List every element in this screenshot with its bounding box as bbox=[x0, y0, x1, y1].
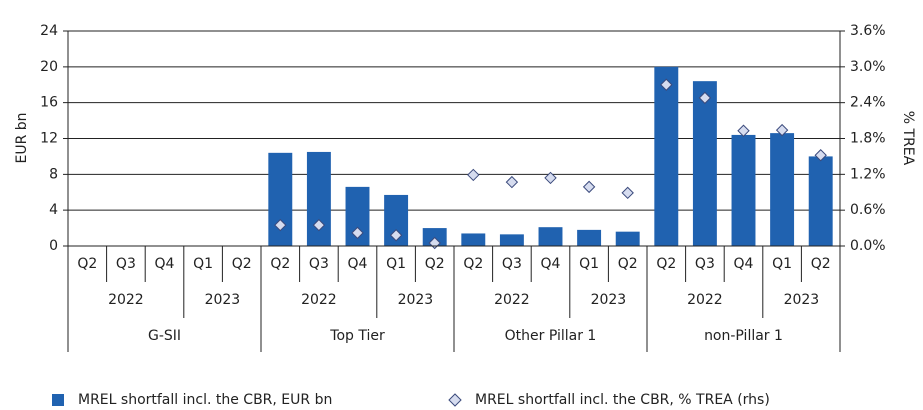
y-tick-label: 20 bbox=[40, 59, 58, 75]
diamond-marker bbox=[814, 149, 827, 162]
year-label: 2022 bbox=[494, 292, 530, 308]
y-tick-label: 0 bbox=[49, 238, 58, 254]
x-tick-label: Q2 bbox=[270, 256, 290, 272]
x-tick-label: Q2 bbox=[811, 256, 831, 272]
bar bbox=[306, 151, 331, 246]
y-tick-label: 4 bbox=[49, 202, 58, 218]
diamond-marker bbox=[544, 171, 557, 185]
diamond-marker bbox=[428, 236, 441, 250]
year-label: 2022 bbox=[108, 292, 144, 308]
bar bbox=[654, 66, 679, 246]
x-tick-label: Q1 bbox=[386, 256, 406, 272]
group-label: G-SII bbox=[148, 328, 181, 344]
y2-tick-label: 3.6% bbox=[850, 23, 886, 39]
y2-axis-label: % TREA bbox=[900, 111, 916, 166]
y2-tick-label: 0.0% bbox=[850, 238, 886, 254]
diamond-marker bbox=[351, 226, 364, 240]
x-tick-label: Q3 bbox=[695, 256, 715, 272]
x-tick-label: Q2 bbox=[656, 256, 676, 272]
x-tick-label: Q2 bbox=[77, 256, 97, 272]
group-label: Other Pillar 1 bbox=[505, 328, 597, 344]
year-label: 2022 bbox=[301, 292, 337, 308]
x-tick-label: Q2 bbox=[425, 256, 445, 272]
diamond-marker bbox=[698, 91, 712, 105]
x-tick-label: Q3 bbox=[116, 256, 136, 272]
year-label: 2022 bbox=[687, 292, 723, 308]
diamond-marker bbox=[737, 124, 750, 137]
year-label: 2023 bbox=[205, 292, 241, 308]
diamond-marker bbox=[389, 229, 403, 242]
y2-tick-label: 0.6% bbox=[850, 202, 886, 218]
legend-swatch bbox=[448, 393, 462, 407]
diamond-marker bbox=[775, 123, 789, 137]
y2-tick-label: 1.2% bbox=[850, 166, 886, 182]
y-tick-label: 24 bbox=[40, 23, 58, 39]
x-tick-label: Q4 bbox=[541, 256, 561, 272]
bar bbox=[692, 81, 717, 247]
y2-tick-label: 2.4% bbox=[850, 95, 886, 111]
diamond-marker bbox=[274, 218, 287, 232]
y-tick-label: 16 bbox=[40, 95, 58, 111]
legend-label: MREL shortfall incl. the CBR, EUR bn bbox=[78, 392, 332, 408]
bar bbox=[577, 229, 602, 246]
x-tick-label: Q3 bbox=[309, 256, 329, 272]
x-tick-label: Q2 bbox=[618, 256, 638, 272]
bar bbox=[538, 227, 563, 246]
bar bbox=[384, 194, 409, 246]
bar bbox=[808, 156, 833, 246]
year-label: 2023 bbox=[591, 292, 627, 308]
diamond-marker bbox=[312, 218, 326, 232]
x-tick-label: Q4 bbox=[734, 256, 754, 272]
group-label: non-Pillar 1 bbox=[704, 328, 783, 344]
x-tick-label: Q2 bbox=[463, 256, 483, 272]
y-tick-label: 8 bbox=[49, 166, 58, 182]
y-tick-label: 12 bbox=[40, 131, 58, 147]
y-axis-label: EUR bn bbox=[14, 112, 30, 163]
x-tick-label: Q3 bbox=[502, 256, 522, 272]
x-tick-label: Q1 bbox=[579, 256, 599, 272]
x-tick-label: Q4 bbox=[348, 256, 368, 272]
diamond-marker bbox=[467, 168, 480, 182]
y2-tick-label: 1.8% bbox=[850, 131, 886, 147]
year-label: 2023 bbox=[398, 292, 434, 308]
bar bbox=[268, 152, 293, 246]
legend-swatch bbox=[52, 394, 64, 406]
bar bbox=[499, 234, 524, 246]
x-tick-label: Q1 bbox=[772, 256, 792, 272]
year-label: 2023 bbox=[784, 292, 820, 308]
x-tick-label: Q1 bbox=[193, 256, 213, 272]
diamond-marker bbox=[660, 78, 673, 91]
bar bbox=[461, 233, 486, 246]
x-tick-label: Q4 bbox=[155, 256, 175, 272]
bar bbox=[770, 133, 795, 246]
bar bbox=[731, 134, 756, 246]
x-tick-label: Q2 bbox=[232, 256, 252, 272]
diamond-marker bbox=[505, 175, 519, 189]
group-label: Top Tier bbox=[329, 328, 385, 344]
diamond-marker bbox=[582, 180, 596, 194]
y2-tick-label: 3.0% bbox=[850, 59, 886, 75]
bar bbox=[615, 231, 640, 246]
bar bbox=[345, 186, 370, 246]
legend-label: MREL shortfall incl. the CBR, % TREA (rh… bbox=[475, 392, 770, 408]
diamond-marker bbox=[621, 186, 634, 200]
